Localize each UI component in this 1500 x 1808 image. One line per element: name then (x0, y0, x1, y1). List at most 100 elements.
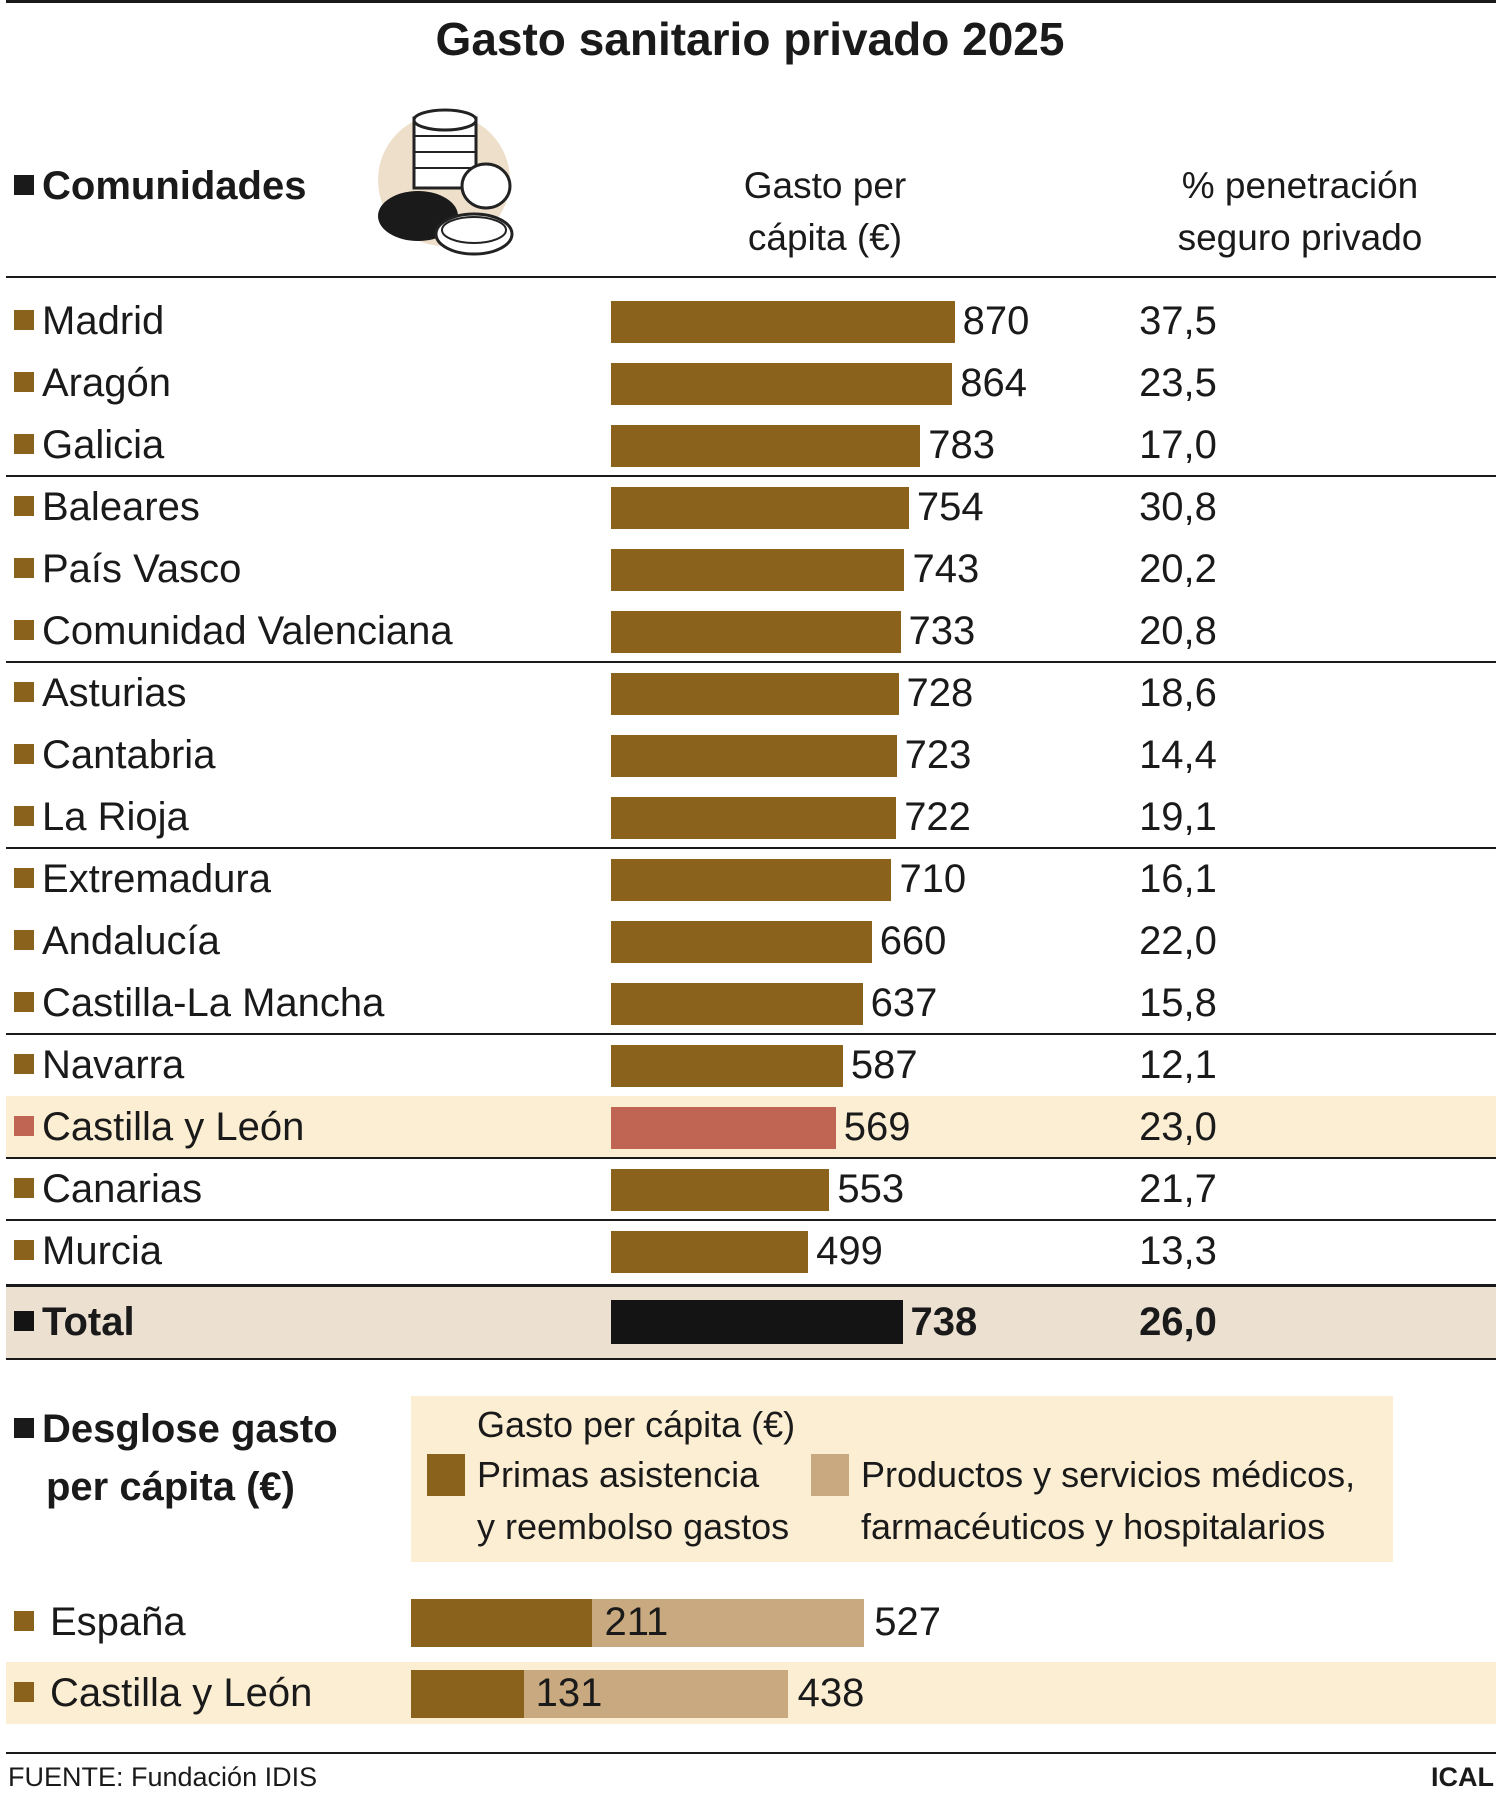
penetracion-value: 15,8 (1139, 981, 1217, 1025)
gasto-bar (611, 735, 897, 777)
region-row: Baleares 754 30,8 (6, 476, 1496, 538)
row-square-icon (14, 868, 34, 889)
region-name: Madrid (14, 290, 164, 352)
region-row: Comunidad Valenciana 733 20,8 (6, 600, 1496, 662)
pct-header-line1: % penetración (1181, 165, 1419, 206)
row-square-icon (14, 682, 34, 703)
region-row: Madrid 870 37,5 (6, 290, 1496, 352)
row-square-icon (14, 1611, 34, 1632)
gasto-column-header: Gasto per cápita (€) (700, 160, 950, 264)
region-name-text: Andalucía (42, 919, 220, 963)
desglose-category-text: Castilla y León (50, 1671, 313, 1715)
row-square-icon (14, 496, 34, 517)
gasto-value: 710 (899, 857, 967, 901)
region-row: País Vasco 743 20,2 (6, 538, 1496, 600)
region-name: Canarias (14, 1158, 202, 1220)
region-name: Extremadura (14, 848, 271, 910)
region-name-text: Madrid (42, 299, 165, 343)
region-name: Aragón (14, 352, 171, 414)
legend-primas-line2: y reembolso gastos (477, 1506, 790, 1547)
gasto-value: 738 (910, 1300, 978, 1344)
gasto-value: 587 (850, 1043, 918, 1087)
group-separator (6, 475, 1496, 477)
gasto-bar (611, 1169, 830, 1211)
region-row: Aragón 864 23,5 (6, 352, 1496, 414)
total-bottom-rule (6, 1358, 1496, 1360)
row-square-icon (14, 1178, 34, 1199)
region-name: Murcia (14, 1220, 162, 1282)
region-row: Canarias 553 21,7 (6, 1158, 1496, 1220)
legend-productos-line1: Productos y servicios médicos, (861, 1454, 1356, 1495)
gasto-value: 783 (928, 423, 996, 467)
legend-primas-line1: Primas asistencia (477, 1454, 760, 1495)
pct-column-header: % penetración seguro privado (1130, 160, 1470, 264)
region-row: Cantabria 723 14,4 (6, 724, 1496, 786)
top-rule (6, 0, 1496, 3)
productos-segment (592, 1599, 865, 1647)
gasto-value: 723 (904, 733, 972, 777)
row-square-icon (14, 806, 34, 827)
desglose-square-icon (14, 1418, 34, 1439)
primas-segment (411, 1670, 524, 1718)
row-square-icon (14, 620, 34, 641)
row-square-icon (14, 372, 34, 393)
region-header-label: Comunidades (42, 164, 307, 208)
penetracion-value: 12,1 (1139, 1043, 1217, 1087)
row-square-icon (14, 1054, 34, 1075)
region-name-text: Galicia (42, 423, 165, 467)
gasto-bar (611, 983, 863, 1025)
penetracion-value: 20,2 (1139, 547, 1217, 591)
row-square-icon (14, 1240, 34, 1261)
gasto-bar (611, 1045, 843, 1087)
total-value: 527 (874, 1600, 941, 1644)
gasto-value: 733 (908, 609, 976, 653)
penetracion-value: 14,4 (1139, 733, 1217, 777)
penetracion-value: 21,7 (1139, 1167, 1217, 1211)
row-square-icon (14, 930, 34, 951)
gasto-value: 870 (962, 299, 1030, 343)
desglose-heading-line1: Desglose gasto (42, 1407, 338, 1451)
region-row: Andalucía 660 22,0 (6, 910, 1496, 972)
desglose-row: Castilla y León 131 438 (6, 1662, 1496, 1724)
gasto-value: 743 (912, 547, 980, 591)
gasto-bar (611, 1300, 903, 1344)
region-name-text: Canarias (42, 1167, 203, 1211)
legend-title: Gasto per cápita (€) (477, 1404, 796, 1445)
penetracion-value: 17,0 (1139, 423, 1217, 467)
row-square-icon (14, 1116, 34, 1137)
coins-icon (378, 108, 514, 256)
region-name-text: Cantabria (42, 733, 216, 777)
gasto-bar (611, 301, 955, 343)
gasto-header-line1: Gasto per (743, 165, 907, 206)
row-square-icon (14, 558, 34, 579)
penetracion-value: 23,0 (1139, 1105, 1217, 1149)
penetracion-value: 20,8 (1139, 609, 1217, 653)
header-rule (6, 276, 1496, 278)
desglose-category: España (14, 1591, 186, 1653)
region-row: Galicia 783 17,0 (6, 414, 1496, 476)
header-square-icon (14, 175, 34, 196)
group-separator (6, 1033, 1496, 1035)
region-name: Comunidad Valenciana (14, 600, 453, 662)
footer-rule (6, 1752, 1496, 1754)
primas-segment (411, 1599, 593, 1647)
region-name-text: Castilla-La Mancha (42, 981, 385, 1025)
gasto-value: 569 (843, 1105, 911, 1149)
penetracion-value: 23,5 (1139, 361, 1217, 405)
region-name-text: Total (42, 1300, 135, 1344)
productos-segment (523, 1670, 788, 1718)
gasto-bar (611, 673, 899, 715)
region-name-text: País Vasco (42, 547, 242, 591)
region-row: Castilla y León 569 23,0 (6, 1096, 1496, 1158)
desglose-category: Castilla y León (14, 1662, 312, 1724)
row-square-icon (14, 434, 34, 455)
region-name-text: Asturias (42, 671, 187, 715)
region-name: Galicia (14, 414, 164, 476)
region-name-text: Comunidad Valenciana (42, 609, 453, 653)
gasto-bar (611, 611, 901, 653)
gasto-value: 754 (916, 485, 984, 529)
region-row: La Rioja 722 19,1 (6, 786, 1496, 848)
total-row: Total 738 26,0 (6, 1286, 1496, 1358)
desglose-row: España 211 527 (6, 1591, 1496, 1653)
region-name: Asturias (14, 662, 187, 724)
